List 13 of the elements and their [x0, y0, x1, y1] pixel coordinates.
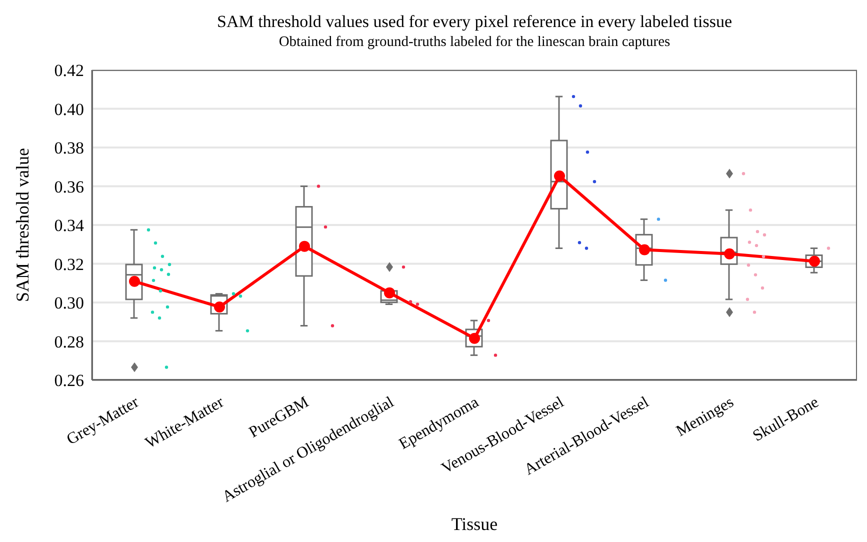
- y-tick-label: 0.34: [54, 216, 84, 236]
- chart-subtitle: Obtained from ground-truths labeled for the linescan brain captures: [278, 33, 672, 52]
- chart-title: SAM threshold values used for every pixel reference in every labeled tissue: [216, 12, 733, 32]
- y-tick-label: 0.42: [54, 61, 84, 80]
- y-tick-label: 0.40: [54, 100, 84, 119]
- y-tick-label: 0.32: [54, 254, 84, 274]
- y-axis-title: SAM threshold value: [12, 148, 32, 302]
- y-tick-label: 0.30: [54, 294, 84, 313]
- y-tick-label: 0.26: [54, 371, 84, 390]
- y-tick-label: 0.28: [54, 332, 84, 352]
- y-tick-label: 0.36: [54, 177, 84, 196]
- y-tick-label: 0.38: [54, 138, 84, 158]
- x-axis-title: Tissue: [451, 514, 498, 534]
